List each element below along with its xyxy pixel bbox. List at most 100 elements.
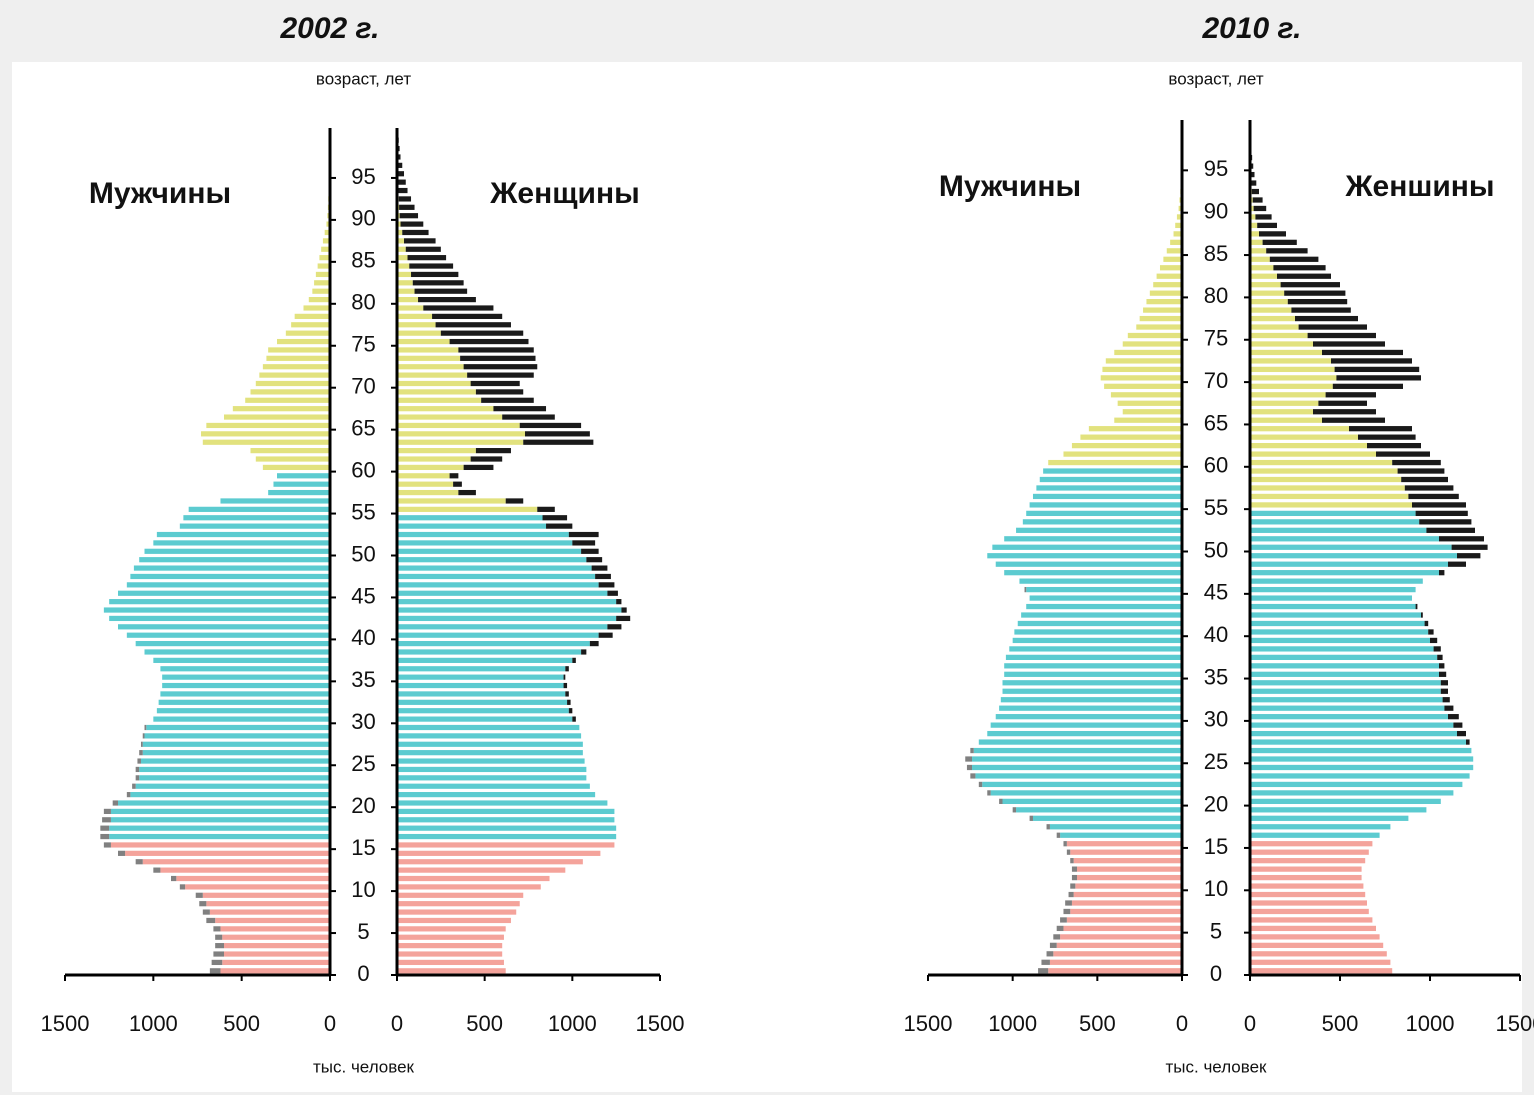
female-bar [397, 355, 461, 361]
male-bar [162, 682, 330, 689]
female-excess [589, 640, 599, 647]
female-bar [397, 808, 615, 814]
female-excess [595, 573, 611, 580]
female-bar [1250, 231, 1259, 237]
female-bar [1250, 222, 1258, 229]
male-bar [268, 347, 330, 353]
female-excess [1444, 705, 1454, 711]
female-bar [1250, 934, 1380, 940]
female-bar [1250, 383, 1333, 389]
male-excess [1046, 824, 1050, 830]
male-excess [1053, 934, 1061, 940]
male-bar [153, 716, 330, 722]
male-bar [978, 739, 1182, 745]
y-tick-label: 90 [351, 206, 375, 231]
female-bar [397, 640, 590, 647]
x-tick-label: 0 [1176, 1011, 1188, 1036]
female-bar [397, 280, 413, 286]
male-bar [1004, 570, 1182, 576]
female-bar [1250, 527, 1427, 533]
female-excess [524, 431, 590, 437]
male-bar [1114, 349, 1182, 356]
male-bar [224, 951, 330, 957]
female-bar [397, 607, 622, 613]
male-bar [255, 456, 330, 462]
male-bar [118, 800, 330, 806]
x-tick-label: 500 [466, 1011, 503, 1036]
female-bar [1250, 773, 1470, 779]
male-bar [266, 355, 330, 361]
male-bar [118, 624, 330, 630]
female-excess [404, 238, 436, 244]
female-bar [397, 850, 601, 856]
male-bar [1026, 603, 1182, 610]
female-excess [1440, 680, 1448, 686]
female-bar [397, 792, 596, 798]
female-bar [397, 951, 503, 957]
female-bar [397, 783, 590, 789]
female-excess [407, 255, 447, 261]
female-excess [1331, 358, 1412, 364]
male-bar [291, 322, 330, 328]
male-excess [1063, 841, 1067, 847]
male-bar [110, 842, 330, 848]
male-bar [125, 850, 330, 856]
female-bar [1250, 256, 1270, 262]
x-tick-label: 500 [1322, 1011, 1359, 1036]
y-tick-label: 40 [1204, 622, 1228, 647]
female-excess [1313, 409, 1376, 415]
male-bar [1105, 358, 1182, 364]
male-bar [135, 783, 330, 789]
male-bar [268, 489, 330, 496]
female-bar [397, 389, 476, 395]
male-bar [153, 540, 330, 546]
male-bar [1114, 417, 1182, 423]
female-bar [1250, 951, 1387, 957]
female-excess [616, 599, 622, 605]
male-bar [1043, 468, 1182, 474]
male-bar [1036, 485, 1182, 491]
male-bar [220, 498, 330, 504]
female-excess [586, 557, 603, 563]
male-excess [171, 875, 177, 882]
male-bar [146, 724, 330, 731]
female-bar [1250, 544, 1452, 550]
female-bar [1250, 756, 1474, 762]
female-bar [1250, 680, 1441, 686]
female-bar [1250, 968, 1393, 974]
male-bar [995, 561, 1182, 567]
male-bar [1070, 849, 1182, 855]
female-bar [1250, 942, 1384, 948]
male-bar [324, 229, 330, 236]
male-bar [1122, 341, 1182, 347]
female-bar [1250, 366, 1335, 373]
female-bar [1250, 874, 1362, 881]
female-excess [563, 674, 566, 680]
male-bar [294, 313, 330, 319]
female-bar [397, 800, 608, 806]
male-bar [1122, 409, 1182, 415]
male-excess [140, 741, 143, 747]
female-bar [397, 590, 608, 596]
female-bar [1250, 697, 1443, 703]
female-excess [1415, 603, 1418, 610]
female-excess [572, 716, 576, 722]
female-excess [397, 171, 405, 177]
male-bar [1022, 519, 1182, 525]
female-bar [397, 657, 573, 663]
female-excess [1266, 248, 1308, 254]
female-bar [1250, 570, 1439, 576]
female-bar [1250, 730, 1457, 737]
female-bar [1250, 214, 1256, 220]
male-bar [110, 817, 330, 823]
male-bar [1178, 205, 1182, 212]
female-excess [1376, 451, 1430, 457]
male-excess [103, 808, 111, 814]
female-excess [399, 204, 415, 210]
female-bar [1250, 654, 1438, 661]
male-excess [153, 867, 161, 873]
female-excess [1251, 188, 1259, 195]
female-bar [1250, 553, 1457, 559]
female-excess [1439, 536, 1484, 542]
male-bar [1136, 324, 1182, 330]
